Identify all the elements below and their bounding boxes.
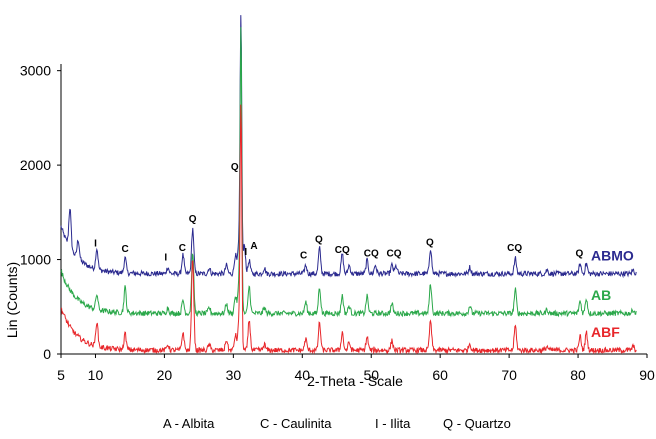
axes: 5 10 20 30 40 50 60 70 80 90 0 1000 2000 3000 bbox=[20, 63, 655, 383]
y-tick-label: 0 bbox=[43, 346, 51, 362]
series-label-ab: AB bbox=[591, 287, 611, 303]
y-axis-title: Lin (Counts) bbox=[4, 262, 20, 338]
series-line-abmo bbox=[60, 15, 637, 279]
x-tick-label: 70 bbox=[501, 367, 517, 383]
peak-label: Q bbox=[426, 237, 434, 248]
x-tick-label: 40 bbox=[295, 367, 311, 383]
peak-label: CQ bbox=[335, 245, 350, 256]
series-label-abf: ABF bbox=[591, 324, 620, 340]
x-axis-title: 2-Theta - Scale bbox=[307, 373, 403, 389]
peak-label: A bbox=[250, 241, 257, 252]
peak-label: C bbox=[179, 243, 186, 254]
legend-note-caulinita: C - Caulinita bbox=[260, 416, 332, 431]
y-tick-label: 1000 bbox=[20, 252, 51, 268]
peak-label: Q bbox=[231, 162, 239, 173]
series-line-abf bbox=[61, 104, 637, 355]
series-label-abmo: ABMO bbox=[591, 248, 634, 264]
peak-label: CQ bbox=[386, 249, 401, 260]
x-tick-label: 50 bbox=[363, 367, 379, 383]
x-tick-label: 5 bbox=[57, 367, 65, 383]
series-group: ABMO AB ABF bbox=[60, 15, 637, 355]
y-tick-label: 3000 bbox=[20, 63, 51, 79]
x-tick-label: 30 bbox=[226, 367, 242, 383]
x-tick-label: 60 bbox=[432, 367, 448, 383]
peak-label: C bbox=[121, 244, 128, 255]
series-line-ab bbox=[60, 27, 637, 318]
legend-note-ilita: I - Ilita bbox=[375, 416, 411, 431]
peak-label: Q bbox=[315, 235, 323, 246]
x-tick-label: 20 bbox=[157, 367, 173, 383]
peak-label: CQ bbox=[507, 243, 522, 254]
legend-note-quartzo: Q - Quartzo bbox=[443, 416, 511, 431]
y-tick-label: 2000 bbox=[20, 157, 51, 173]
peak-label: I bbox=[94, 238, 97, 249]
peak-label: C bbox=[300, 251, 307, 262]
legend-note-albita: A - Albita bbox=[163, 416, 215, 431]
legend-note: A - Albita C - Caulinita I - Ilita Q - Q… bbox=[163, 416, 511, 431]
x-tick-label: 90 bbox=[639, 367, 655, 383]
peak-label: Q bbox=[576, 249, 584, 260]
peak-label: CQ bbox=[364, 249, 379, 260]
x-tick-label: 80 bbox=[570, 367, 586, 383]
peak-label: I bbox=[244, 247, 247, 258]
peak-label: I bbox=[164, 253, 167, 264]
x-tick-label: 10 bbox=[88, 367, 104, 383]
peak-label: Q bbox=[189, 214, 197, 225]
